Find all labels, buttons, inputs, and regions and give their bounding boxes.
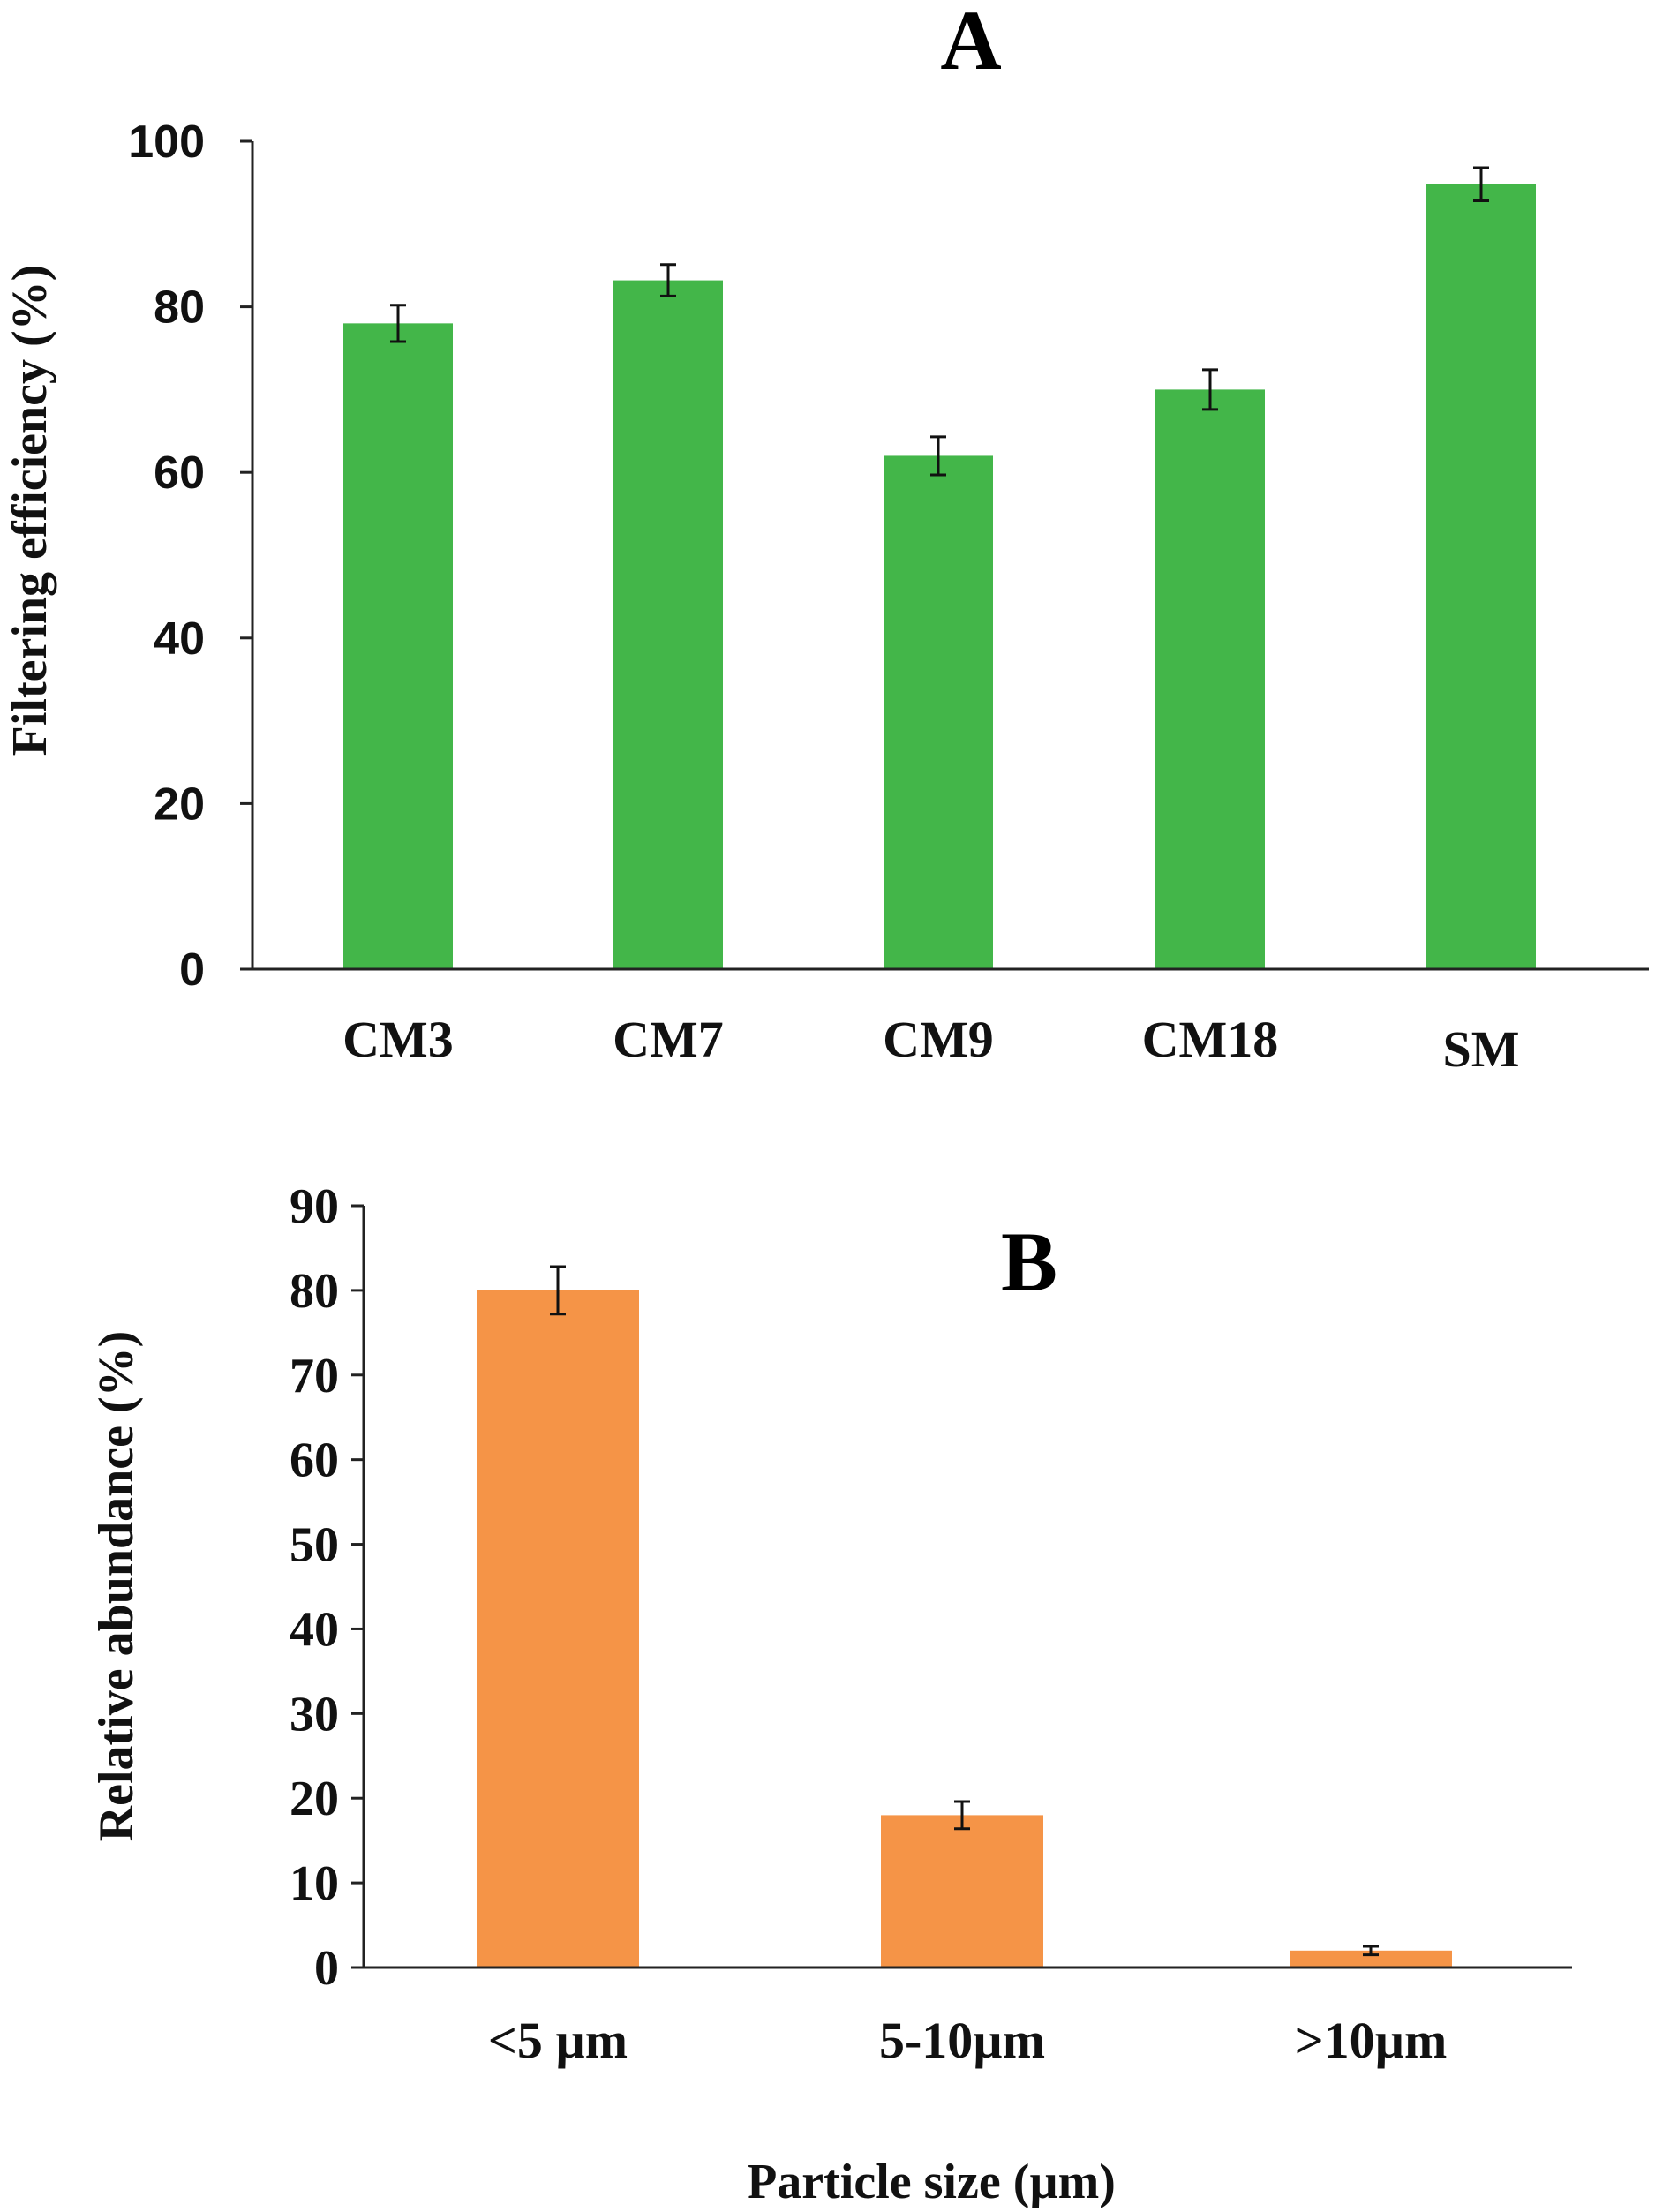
y-tick-label: 50 bbox=[290, 1518, 339, 1573]
panel-a-error-bars bbox=[390, 166, 1489, 477]
category-label: CM7 bbox=[613, 1011, 724, 1068]
panel-b-y-ticks bbox=[351, 1204, 364, 1969]
panel-a-bars bbox=[343, 184, 1536, 970]
panel-b-y-axis-title: Relative abundance (%) bbox=[89, 1331, 144, 1842]
y-tick-label: 30 bbox=[290, 1687, 339, 1742]
y-tick-label: 0 bbox=[179, 944, 205, 996]
y-tick-label: 90 bbox=[290, 1179, 339, 1234]
category-label: CM9 bbox=[883, 1011, 994, 1068]
y-tick-label: 40 bbox=[290, 1602, 339, 1657]
bar bbox=[343, 323, 453, 969]
category-label: <5 µm bbox=[488, 2012, 628, 2069]
panel-a-category-labels: CM3 CM7 CM9 CM18 SM bbox=[342, 1011, 1519, 1078]
y-tick-label: 20 bbox=[290, 1772, 339, 1826]
y-tick-label: 0 bbox=[314, 1941, 339, 1996]
panel-b-letter: B bbox=[1001, 1215, 1057, 1309]
category-label: CM3 bbox=[342, 1011, 454, 1068]
panel-a-letter: A bbox=[940, 0, 1001, 87]
panel-b-x-axis-title: Particle size (µm) bbox=[747, 2155, 1116, 2209]
panel-b-bars bbox=[477, 1290, 1452, 1967]
panel-a-y-axis-title: Filtering efficiency (%) bbox=[3, 265, 57, 756]
bar bbox=[613, 280, 723, 970]
y-tick-label: 40 bbox=[154, 613, 205, 665]
y-tick-label: 60 bbox=[290, 1433, 339, 1488]
y-tick-label: 80 bbox=[154, 282, 205, 334]
category-label: CM18 bbox=[1142, 1011, 1279, 1068]
bar bbox=[881, 1815, 1043, 1967]
panel-b-chart: B Relative abundance (%) Particle size (… bbox=[89, 1179, 1572, 2209]
y-tick-label: 60 bbox=[154, 448, 205, 499]
y-tick-label: 80 bbox=[290, 1264, 339, 1319]
panel-b-y-tick-labels: 0 10 20 30 40 50 60 70 80 90 bbox=[290, 1179, 339, 1996]
bar bbox=[477, 1290, 639, 1967]
y-tick-label: 100 bbox=[128, 117, 205, 168]
bar bbox=[1290, 1950, 1452, 1967]
y-tick-label: 20 bbox=[154, 779, 205, 830]
category-label: SM bbox=[1443, 1020, 1520, 1078]
y-tick-label: 70 bbox=[290, 1349, 339, 1403]
panel-b-error-bars bbox=[550, 1265, 1379, 1957]
bar bbox=[1155, 389, 1265, 969]
panel-a-chart: A Filtering efficiency (%) 020406080100 … bbox=[3, 0, 1649, 1078]
panel-a-y-ticks bbox=[240, 139, 252, 971]
bar bbox=[1426, 184, 1536, 969]
category-label: 5-10µm bbox=[879, 2012, 1045, 2069]
bar bbox=[884, 455, 993, 969]
category-label: >10µm bbox=[1295, 2012, 1448, 2069]
panel-b-category-labels: <5 µm 5-10µm >10µm bbox=[488, 2012, 1448, 2069]
panel-a-y-tick-labels: 0 20 40 60 80 100 bbox=[128, 117, 205, 996]
y-tick-label: 10 bbox=[290, 1856, 339, 1911]
